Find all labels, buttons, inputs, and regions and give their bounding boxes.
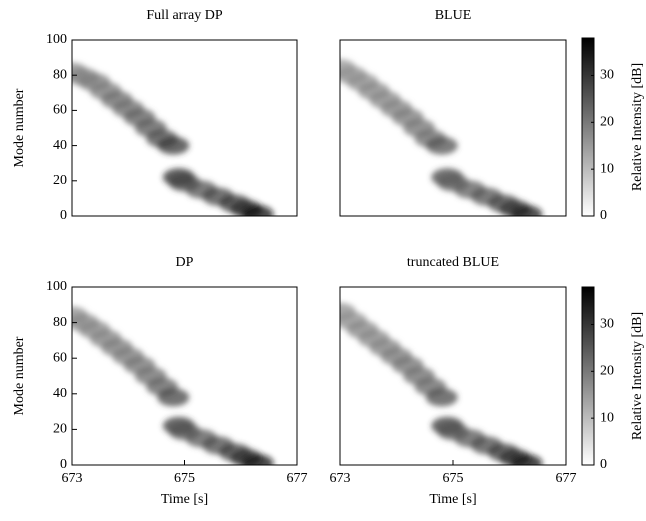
y-tick-label: 0 <box>60 208 67 223</box>
y-tick-label: 100 <box>46 32 67 47</box>
y-tick-label: 60 <box>53 103 67 118</box>
plot-frame <box>71 39 298 217</box>
x-tick-label: 677 <box>556 471 577 486</box>
colorbar-tick-label: 20 <box>600 115 614 130</box>
intensity-cell <box>425 136 458 155</box>
x-tick-label: 675 <box>443 471 464 486</box>
x-axis-label: Time [s] <box>161 492 208 507</box>
colorbar-tick-label: 20 <box>600 364 614 379</box>
colorbar-label: Relative Intensity [dB] <box>630 63 645 191</box>
intensity-cell <box>157 388 190 407</box>
heatmap <box>72 306 274 465</box>
colorbar-label: Relative Intensity [dB] <box>630 312 645 440</box>
panel-title: BLUE <box>435 8 472 23</box>
colorbar-tick-label: 0 <box>600 457 607 472</box>
panel-title: Full array DP <box>146 8 222 23</box>
colorbar-tick-label: 10 <box>600 161 614 176</box>
x-tick-label: 673 <box>62 471 83 486</box>
x-tick-label: 673 <box>330 471 351 486</box>
intensity-cell <box>425 388 458 407</box>
panel-title: truncated BLUE <box>407 255 499 270</box>
intensity-cell <box>510 454 543 465</box>
intensity-cell <box>157 136 190 155</box>
y-tick-label: 0 <box>60 457 67 472</box>
x-axis-label: Time [s] <box>429 492 476 507</box>
y-tick-label: 20 <box>53 422 67 437</box>
colorbar-tick-label: 30 <box>600 68 614 83</box>
y-tick-label: 20 <box>53 173 67 188</box>
y-axis-label: Mode number <box>12 88 27 167</box>
x-tick-label: 677 <box>287 471 308 486</box>
heatmap <box>340 302 543 465</box>
colorbar <box>581 37 595 217</box>
intensity-cell <box>510 205 543 216</box>
y-tick-label: 40 <box>53 138 67 153</box>
y-tick-label: 60 <box>53 350 67 365</box>
colorbar-tick-label: 30 <box>600 317 614 332</box>
y-tick-label: 80 <box>53 315 67 330</box>
plot-frame <box>339 39 567 217</box>
intensity-cell <box>241 205 274 216</box>
colorbar <box>581 286 595 466</box>
y-tick-label: 100 <box>46 279 67 294</box>
y-axis-label: Mode number <box>12 336 27 415</box>
colorbar-tick-label: 10 <box>600 410 614 425</box>
y-tick-label: 80 <box>53 67 67 82</box>
y-tick-label: 40 <box>53 386 67 401</box>
x-tick-label: 675 <box>174 471 195 486</box>
heatmap <box>72 62 274 216</box>
intensity-cell <box>241 454 274 465</box>
colorbar-tick-label: 0 <box>600 208 607 223</box>
panel-title: DP <box>176 255 194 270</box>
heatmap <box>340 59 543 216</box>
